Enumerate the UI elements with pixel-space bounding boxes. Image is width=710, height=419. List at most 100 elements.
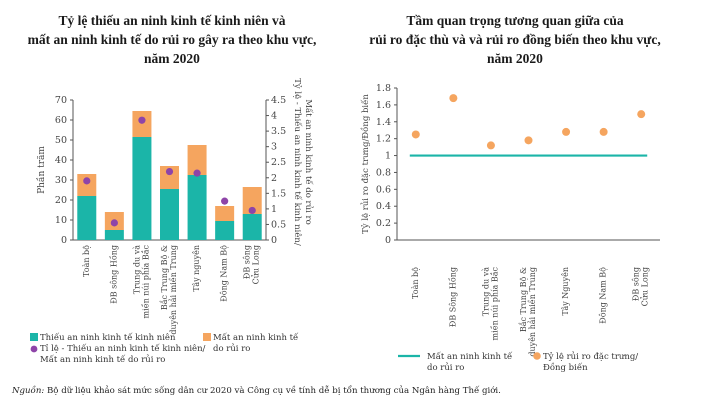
right-y-tick-label: 0.2 xyxy=(376,218,391,229)
left-y-tick-label: 70 xyxy=(55,95,67,106)
left-title-line-2: mất an ninh kinh tế do rủi ro gây ra the… xyxy=(27,32,317,47)
right-y-tick-label: 1.2 xyxy=(376,134,391,145)
left-y2-tick-label: 3 xyxy=(271,142,277,153)
legend-dot-swatch xyxy=(533,352,541,360)
left-category-label: ĐB sông xyxy=(243,245,252,279)
left-y2-tick-label: 0 xyxy=(271,235,277,246)
bar-risk-segment xyxy=(187,145,207,175)
ratio-point xyxy=(637,110,646,119)
ratio-dot xyxy=(248,206,256,215)
left-y-tick-label: 20 xyxy=(55,195,67,206)
left-category-label: Đông Nam Bộ xyxy=(220,245,229,302)
right-category-label: Cửu Long xyxy=(641,267,650,306)
left-y-tick-label: 0 xyxy=(61,235,67,246)
left-y-axis-title: Phần trăm xyxy=(36,146,47,194)
bar-risk-segment xyxy=(132,111,152,137)
left-y2-axis-title: Tỷ lệ - Thiếu an ninh kinh tế kinh niên/ xyxy=(292,78,303,246)
ratio-dot xyxy=(110,219,118,227)
ratio-point xyxy=(524,136,533,145)
right-chart-title: Tầm quan trọng tương quan giữa của rủi r… xyxy=(360,11,670,68)
right-y-tick-label: 1.6 xyxy=(376,100,391,111)
bar-risk-segment xyxy=(77,174,97,196)
bar-risk-segment xyxy=(160,166,179,189)
left-y-tick-label: 60 xyxy=(55,115,67,126)
legend-dot-label-1: Tỷ lệ rủi ro đặc trưng/ xyxy=(543,352,639,362)
bar-chronic-segment xyxy=(215,221,235,240)
left-category-label: Cửu Long xyxy=(252,245,261,284)
left-y-tick-label: 30 xyxy=(55,175,67,186)
right-y-tick-label: 0 xyxy=(385,235,391,246)
left-y2-tick-label: 2 xyxy=(271,173,277,184)
left-y2-tick-label: 1.5 xyxy=(271,188,286,199)
left-y2-tick-label: 0.5 xyxy=(271,219,286,230)
bar-chronic-segment xyxy=(132,137,152,240)
legend-purple-label-1: Tỉ lệ - Thiếu an ninh kinh tế kinh niên/ xyxy=(40,344,206,354)
ratio-dot xyxy=(221,197,229,205)
legend-orange-swatch xyxy=(203,333,211,341)
right-y-tick-label: 1.4 xyxy=(376,117,391,128)
ratio-point xyxy=(449,94,458,103)
right-y-tick-label: 1 xyxy=(385,151,391,162)
left-y2-tick-label: 4.5 xyxy=(271,95,286,106)
left-category-label: duyên hải miền Trung xyxy=(169,245,178,335)
right-category-label: Tây Nguyên xyxy=(561,267,570,316)
bar-chronic-segment xyxy=(77,196,97,240)
legend-dot-label-2: Đồng biến xyxy=(543,363,588,373)
bar-chronic-segment xyxy=(160,189,179,240)
legend-purple-label-3: Mất an ninh kinh tế do rủi ro xyxy=(40,355,166,365)
bar-chronic-segment xyxy=(242,214,262,240)
left-y-tick-label: 40 xyxy=(55,155,67,166)
left-y2-axis-title: Mất an ninh kinh tế do rủi ro xyxy=(303,99,314,224)
bar-risk-segment xyxy=(242,187,262,214)
legend-teal-swatch xyxy=(30,333,38,341)
bar-chronic-segment xyxy=(187,175,207,240)
ratio-point xyxy=(562,127,571,136)
ratio-dot xyxy=(138,116,146,124)
right-category-label: Toàn bộ xyxy=(411,267,420,299)
source-prefix: Nguồn: xyxy=(12,386,45,396)
left-y-tick-label: 10 xyxy=(55,215,67,226)
left-y-tick-label: 50 xyxy=(55,135,67,146)
right-category-label: duyên hải miền Trung xyxy=(528,267,537,357)
right-title-line-2: rủi ro đặc thù và và rủi ro đồng biến th… xyxy=(369,32,661,47)
legend-line-label-1: Mất an ninh kinh tế xyxy=(427,352,513,362)
right-category-label: ĐB sông xyxy=(632,267,641,301)
left-chart-title: Tỷ lệ thiếu an ninh kinh tế kinh niên và… xyxy=(22,11,322,68)
left-y2-tick-label: 3.5 xyxy=(271,126,286,137)
left-category-label: Tây nguyên xyxy=(192,245,201,292)
left-category-label: miền núi phía Bắc xyxy=(141,244,150,318)
bar-risk-segment xyxy=(215,206,235,221)
ratio-point xyxy=(599,127,608,136)
right-category-label: Bắc Trung Bộ & xyxy=(519,267,528,332)
right-category-label: ĐB Sông Hồng xyxy=(448,267,457,327)
right-y-tick-label: 1.8 xyxy=(376,83,391,94)
right-y-axis-title: Tỷ lệ rủi ro đặc trưng/Đồng biến xyxy=(360,94,371,234)
right-category-label: miền núi phía Bắc xyxy=(490,266,499,340)
ratio-point xyxy=(411,130,420,139)
left-title-line-3: năm 2020 xyxy=(144,51,200,66)
left-category-label: Trung du và xyxy=(132,245,141,294)
ratio-dot xyxy=(83,177,91,185)
right-y-tick-label: 0.8 xyxy=(376,167,391,178)
source-note: Nguồn: Bộ dữ liệu khảo sát mức sống dân … xyxy=(12,386,501,396)
ratio-dot xyxy=(193,169,201,177)
left-category-label: Bắc Trung Bộ & xyxy=(160,245,169,310)
left-y2-tick-label: 1 xyxy=(271,204,277,215)
legend-orange-label-1: Mất an ninh kinh tế xyxy=(213,333,299,343)
left-title-line-1: Tỷ lệ thiếu an ninh kinh tế kinh niên và xyxy=(58,13,286,28)
left-y2-tick-label: 4 xyxy=(271,111,277,122)
ratio-dot xyxy=(165,167,174,176)
ratio-point xyxy=(486,141,495,150)
legend-purple-swatch xyxy=(30,345,38,353)
legend-teal-label: Thiếu an ninh kinh tế kinh niên xyxy=(40,333,176,343)
legend-line-label-2: do rủi ro xyxy=(427,363,465,373)
left-y2-tick-label: 2.5 xyxy=(271,157,286,168)
right-title-line-3: năm 2020 xyxy=(487,51,543,66)
right-y-tick-label: 0.4 xyxy=(376,201,391,212)
source-text: Bộ dữ liệu khảo sát mức sống dân cư 2020… xyxy=(44,386,501,396)
right-title-line-1: Tầm quan trọng tương quan giữa của xyxy=(406,13,624,28)
right-y-tick-label: 0.6 xyxy=(376,184,391,195)
legend-orange-label-2: do rủi ro xyxy=(213,344,251,354)
